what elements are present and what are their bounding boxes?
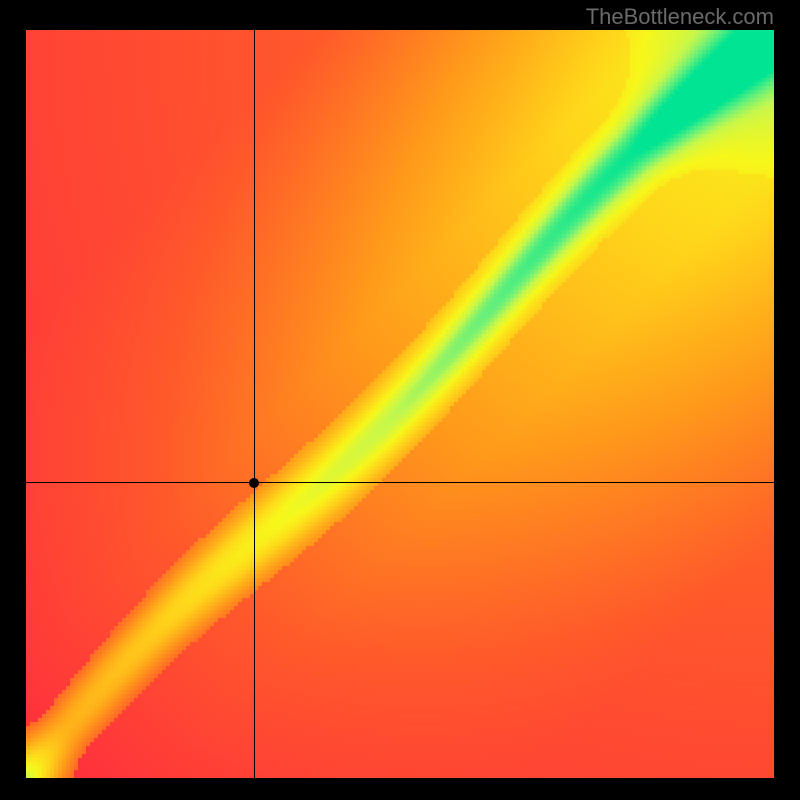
crosshair-vertical xyxy=(254,30,255,778)
crosshair-horizontal xyxy=(26,482,774,483)
watermark-text: TheBottleneck.com xyxy=(586,4,774,30)
bottleneck-heatmap xyxy=(26,30,774,778)
data-point-marker xyxy=(249,478,259,488)
chart-container: TheBottleneck.com xyxy=(0,0,800,800)
